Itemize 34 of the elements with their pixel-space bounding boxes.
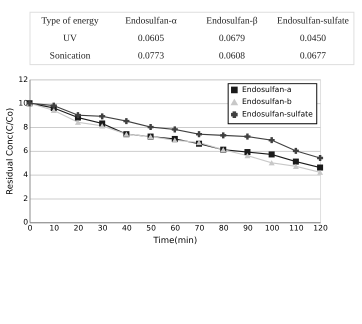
legend-label: Endosulfan-sulfate — [242, 110, 314, 119]
legend-label: Endosulfan-b — [242, 97, 292, 106]
text: Endosulfan-α — [125, 16, 177, 26]
x-tick-label: 60 — [170, 223, 180, 232]
x-tick-label: 110 — [289, 223, 304, 232]
x-tick-label: 80 — [218, 223, 229, 232]
text: UV — [63, 34, 78, 44]
x-tick-label: 10 — [49, 223, 60, 232]
y-tick-label: 4 — [23, 170, 28, 180]
text: Type of energy — [41, 16, 99, 26]
x-tick-label: 20 — [74, 223, 84, 232]
x-tick-label: 50 — [146, 223, 156, 232]
x-tick-label: 90 — [243, 223, 253, 232]
text: Endosulfan-sulfate — [277, 16, 349, 26]
y-tick-label: 8 — [23, 122, 28, 132]
text: 0.0450 — [300, 34, 326, 44]
text: 0.0773 — [138, 51, 164, 62]
y-axis-title: Residual Conc(C/Co) — [6, 108, 16, 195]
text: Endosulfan-β — [206, 16, 258, 26]
x-tick-label: 40 — [122, 223, 132, 232]
y-tick-label: 2 — [23, 194, 28, 203]
legend-label: Endosulfan-a — [242, 84, 292, 94]
y-tick-label: 6 — [23, 146, 28, 156]
y-tick-label: 12 — [18, 74, 28, 84]
text: Sonication — [50, 51, 91, 62]
x-tick-label: 30 — [98, 223, 108, 232]
x-tick-label: 70 — [194, 223, 204, 232]
x-tick-label: 100 — [264, 223, 280, 232]
text: 0.0679 — [218, 34, 246, 44]
text: 0.0677 — [300, 51, 326, 62]
x-tick-label: 120 — [313, 223, 328, 232]
text: 0.0605 — [138, 34, 164, 44]
text: 0.0608 — [218, 51, 246, 62]
x-axis-title: Time(min) — [152, 236, 198, 246]
